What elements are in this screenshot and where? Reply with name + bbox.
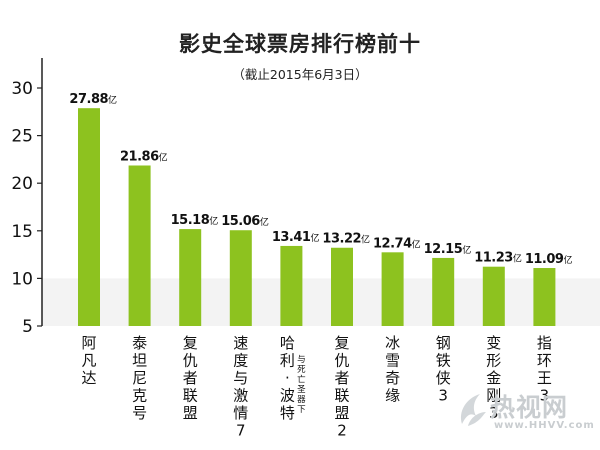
bar xyxy=(78,108,100,326)
y-tick-label: 30 xyxy=(11,79,33,99)
data-label: 11.09亿 xyxy=(525,252,573,267)
x-tick-sublabel: 与死亡圣器下 xyxy=(297,355,306,415)
data-label: 15.06亿 xyxy=(221,214,269,229)
y-tick-label: 25 xyxy=(11,127,33,147)
y-tick-label: 5 xyxy=(22,317,33,337)
bar xyxy=(280,245,303,326)
data-label: 12.15亿 xyxy=(424,242,472,257)
bar xyxy=(533,268,556,326)
y-tick-label: 15 xyxy=(11,222,33,242)
data-label: 11.23亿 xyxy=(474,251,522,266)
bar xyxy=(229,230,252,326)
data-label: 21.86亿 xyxy=(120,149,168,164)
x-tick-label: 速度与激情 7 xyxy=(233,334,248,440)
x-tick-label: 指环王 3 xyxy=(537,334,552,405)
bar xyxy=(482,266,505,326)
x-tick-label: 冰雪奇缘 xyxy=(385,334,400,405)
data-label: 13.41亿 xyxy=(272,230,320,245)
bar xyxy=(381,252,404,326)
bar xyxy=(128,165,151,326)
chart-title: 影史全球票房排行榜前十 xyxy=(179,32,421,56)
y-tick-label: 10 xyxy=(11,269,33,289)
chart-subtitle: （截止2015年6月3日） xyxy=(232,67,368,82)
data-label: 12.74亿 xyxy=(373,236,421,251)
bar xyxy=(179,229,202,326)
data-label: 27.88亿 xyxy=(69,92,117,107)
x-tick-label: 钢铁侠 3 xyxy=(436,334,451,405)
y-tick-label: 20 xyxy=(11,174,33,194)
bar xyxy=(331,247,353,326)
x-tick-label: 哈利·波特 xyxy=(280,334,295,422)
x-tick-label: 复仇者联盟 2 xyxy=(334,334,349,440)
data-label: 13.22亿 xyxy=(322,232,370,247)
x-tick-label: 泰坦尼克号 xyxy=(132,334,147,422)
data-label: 15.18亿 xyxy=(171,213,219,228)
lower-band xyxy=(42,278,600,326)
x-tick-label: 变形金刚 3 xyxy=(486,334,501,422)
bar xyxy=(432,257,455,326)
x-tick-label: 复仇者联盟 xyxy=(183,334,198,422)
x-tick-label: 阿凡达 xyxy=(81,334,96,387)
